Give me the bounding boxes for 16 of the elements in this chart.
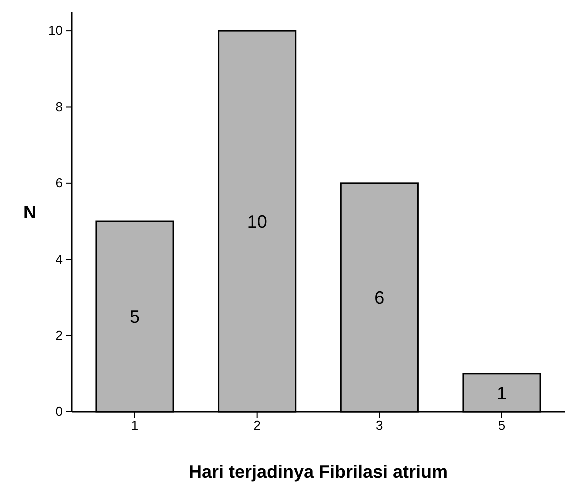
data-label: 10 bbox=[247, 212, 268, 232]
data-label: 1 bbox=[496, 383, 508, 404]
y-tick-label: 2 bbox=[56, 328, 63, 343]
y-tick-label: 8 bbox=[56, 99, 63, 114]
x-tick-label: 3 bbox=[376, 418, 384, 434]
y-tick-label: 4 bbox=[56, 252, 63, 267]
x-tick-label: 5 bbox=[498, 418, 506, 434]
y-tick-label: 0 bbox=[56, 404, 63, 420]
data-label: 6 bbox=[374, 288, 385, 308]
x-axis-title: Hari terjadinya Fibrilasi atrium bbox=[188, 462, 448, 482]
y-tick-label: 6 bbox=[56, 176, 63, 191]
x-tick-label: 1 bbox=[131, 418, 139, 434]
y-axis-title: N bbox=[24, 202, 36, 222]
y-tick-label: 10 bbox=[48, 23, 63, 38]
data-label: 5 bbox=[130, 307, 140, 328]
x-tick-label: 2 bbox=[254, 418, 261, 434]
